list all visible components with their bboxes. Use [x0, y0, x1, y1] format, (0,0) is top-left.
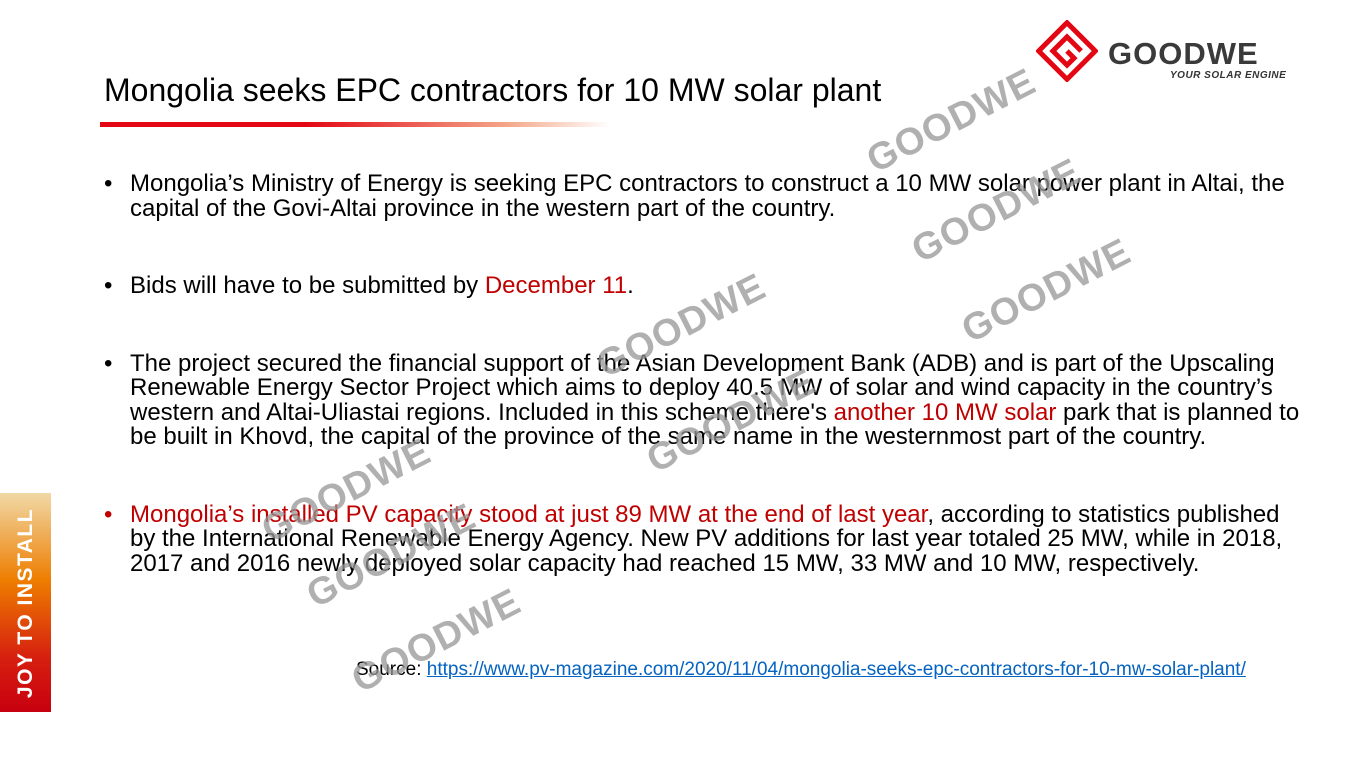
bullet-item: • The project secured the financial suppo… [104, 349, 1300, 450]
watermark: GOODWE [860, 60, 1043, 182]
bullet-list: • Mongolia’s Ministry of Energy is seekin… [104, 170, 1304, 577]
source-line: Source: https://www.pv-magazine.com/2020… [356, 659, 1246, 681]
slide-title: Mongolia seeks EPC contractors for 10 MW… [104, 72, 882, 108]
bullet-item: • Mongolia’s installed PV capacity stood … [104, 500, 1283, 577]
bullet-item: • Bids will have to be submitted by Decem… [104, 272, 634, 299]
joy-to-install-banner: JOY TO INSTALL [0, 493, 51, 712]
logo-tagline: YOUR SOLAR ENGINE [1170, 70, 1287, 81]
watermark: GOODWE [345, 580, 528, 702]
goodwe-logo-icon [1036, 20, 1098, 82]
bullet-item: • Mongolia’s Ministry of Energy is seekin… [104, 170, 1285, 222]
source-label: Source: [356, 659, 427, 680]
goodwe-logo: GOODWE YOUR SOLAR ENGINE [1036, 20, 1296, 82]
logo-wordmark: GOODWE [1108, 36, 1259, 71]
title-underline [100, 122, 610, 127]
source-link[interactable]: https://www.pv-magazine.com/2020/11/04/m… [426, 659, 1246, 680]
